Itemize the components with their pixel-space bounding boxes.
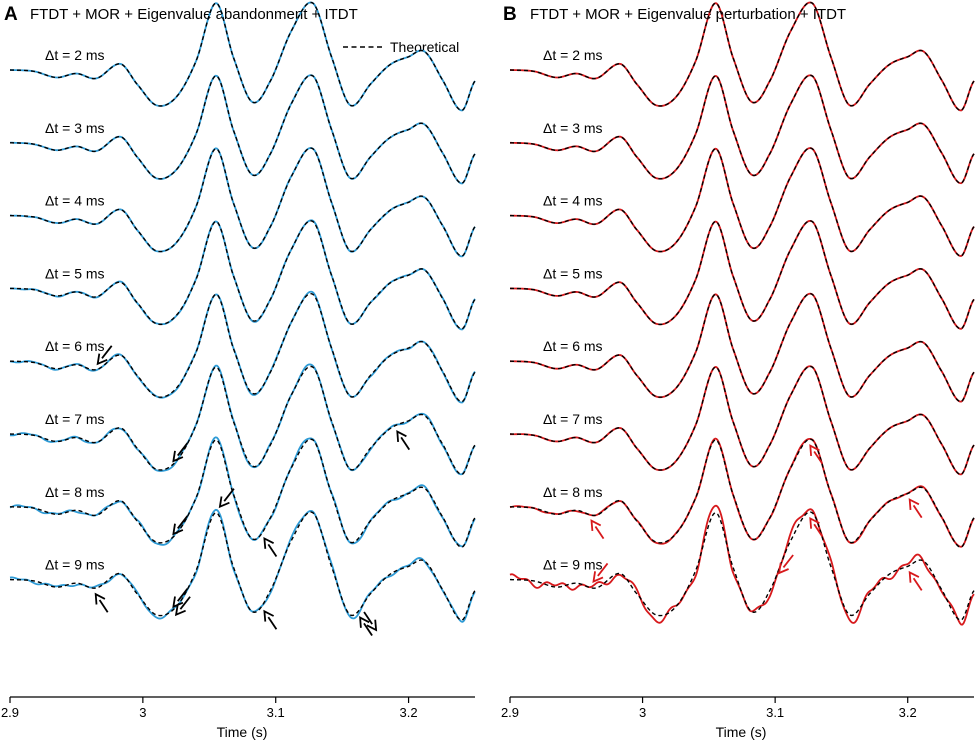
annotation-arrow xyxy=(396,430,411,451)
x-tick-label: 3 xyxy=(139,705,146,720)
annotation-arrow xyxy=(263,609,278,630)
annotation-arrow xyxy=(592,562,609,583)
theoretical-trace-dt-4 xyxy=(9,147,476,257)
legend-theoretical-label: Theoretical xyxy=(390,39,459,55)
annotation-arrow xyxy=(809,444,824,465)
panel-a-title: FTDT + MOR + Eigenvalue abandonment + IT… xyxy=(30,6,358,23)
legend: Theoretical xyxy=(343,39,459,55)
trace-label-dt-9: Δt = 9 ms xyxy=(543,557,603,573)
trace-label-dt-8: Δt = 8 ms xyxy=(45,484,105,500)
panel-letter-b: B xyxy=(503,4,517,25)
annotation-arrow xyxy=(590,519,605,540)
x-tick-label: 3.1 xyxy=(267,705,285,720)
x-tick-label: 2.9 xyxy=(1,705,19,720)
trace-label-dt-4: Δt = 4 ms xyxy=(543,193,603,209)
traces-b: Δt = 2 ms Δt = 3 ms Δt = 4 ms Δt = 5 ms Δt =… xyxy=(509,1,975,626)
theoretical-trace-dt-9 xyxy=(9,511,476,621)
trace-label-dt-3: Δt = 3 ms xyxy=(543,120,603,136)
trace-label-dt-4: Δt = 4 ms xyxy=(45,193,105,209)
theoretical-trace-dt-8 xyxy=(9,438,476,548)
trace-label-dt-7: Δt = 7 ms xyxy=(543,411,603,427)
x-axis-label-b: Time (s) xyxy=(716,724,767,740)
annotation-arrow xyxy=(94,592,109,613)
x-tick-label: 3.1 xyxy=(766,705,784,720)
x-tick-label: 3.2 xyxy=(899,705,917,720)
x-tick-label: 3 xyxy=(639,705,646,720)
theoretical-trace-dt-3 xyxy=(9,74,476,184)
arrows-b xyxy=(590,444,923,591)
annotation-arrow xyxy=(809,516,824,537)
annotation-arrow xyxy=(96,345,113,366)
theoretical-trace-dt-7 xyxy=(9,365,476,476)
trace-label-dt-2: Δt = 2 ms xyxy=(45,47,105,63)
traces-a: Δt = 2 ms Δt = 3 ms Δt = 4 ms Δt = 5 ms Δt =… xyxy=(9,1,476,623)
x-tick-label: 2.9 xyxy=(501,705,519,720)
trace-label-dt-3: Δt = 3 ms xyxy=(45,120,105,136)
annotation-arrow xyxy=(218,488,235,509)
annotation-arrow xyxy=(174,596,191,617)
arrows-a xyxy=(94,345,411,637)
x-tick-label: 3.2 xyxy=(400,705,418,720)
trace-label-dt-5: Δt = 5 ms xyxy=(543,265,603,281)
panel-b-title: FTDT + MOR + Eigenvalue perturbation + I… xyxy=(530,6,846,23)
annotation-arrow xyxy=(263,536,278,557)
x-axis-a: 2.9 3 3.1 3.2 xyxy=(1,696,475,720)
annotation-arrow xyxy=(908,570,923,591)
trace-label-dt-8: Δt = 8 ms xyxy=(543,484,603,500)
panel-letter-a: A xyxy=(4,4,18,25)
annotation-arrow xyxy=(172,515,189,536)
annotation-arrow xyxy=(172,442,189,463)
simulated-trace-dt-6 xyxy=(9,290,476,404)
trace-label-dt-7: Δt = 7 ms xyxy=(45,411,105,427)
theoretical-trace-dt-4 xyxy=(509,147,975,257)
theoretical-trace-dt-6 xyxy=(9,292,476,403)
trace-label-dt-9: Δt = 9 ms xyxy=(45,557,105,573)
x-axis-b: 2.9 3 3.1 3.2 xyxy=(501,696,974,720)
annotation-arrow xyxy=(777,554,794,575)
theoretical-trace-dt-8 xyxy=(509,438,975,548)
theoretical-trace-dt-3 xyxy=(509,74,975,184)
trace-label-dt-5: Δt = 5 ms xyxy=(45,265,105,281)
annotation-arrow xyxy=(359,616,373,637)
theoretical-trace-dt-5 xyxy=(509,220,975,330)
trace-label-dt-6: Δt = 6 ms xyxy=(45,338,105,354)
x-axis-label-a: Time (s) xyxy=(217,724,268,740)
panel-b: B FTDT + MOR + Eigenvalue perturbation +… xyxy=(501,1,975,740)
theoretical-trace-dt-9 xyxy=(509,511,975,621)
theoretical-trace-dt-2 xyxy=(509,1,975,112)
theoretical-trace-dt-2 xyxy=(9,1,476,112)
theoretical-trace-dt-5 xyxy=(9,220,476,330)
trace-label-dt-2: Δt = 2 ms xyxy=(543,47,603,63)
trace-label-dt-6: Δt = 6 ms xyxy=(543,338,603,354)
annotation-arrow xyxy=(363,611,378,632)
annotation-arrow xyxy=(908,498,923,519)
annotation-arrow xyxy=(172,588,189,609)
panel-a: A FTDT + MOR + Eigenvalue abandonment + … xyxy=(1,1,476,740)
theoretical-trace-dt-6 xyxy=(509,292,975,403)
theoretical-trace-dt-7 xyxy=(509,365,975,476)
